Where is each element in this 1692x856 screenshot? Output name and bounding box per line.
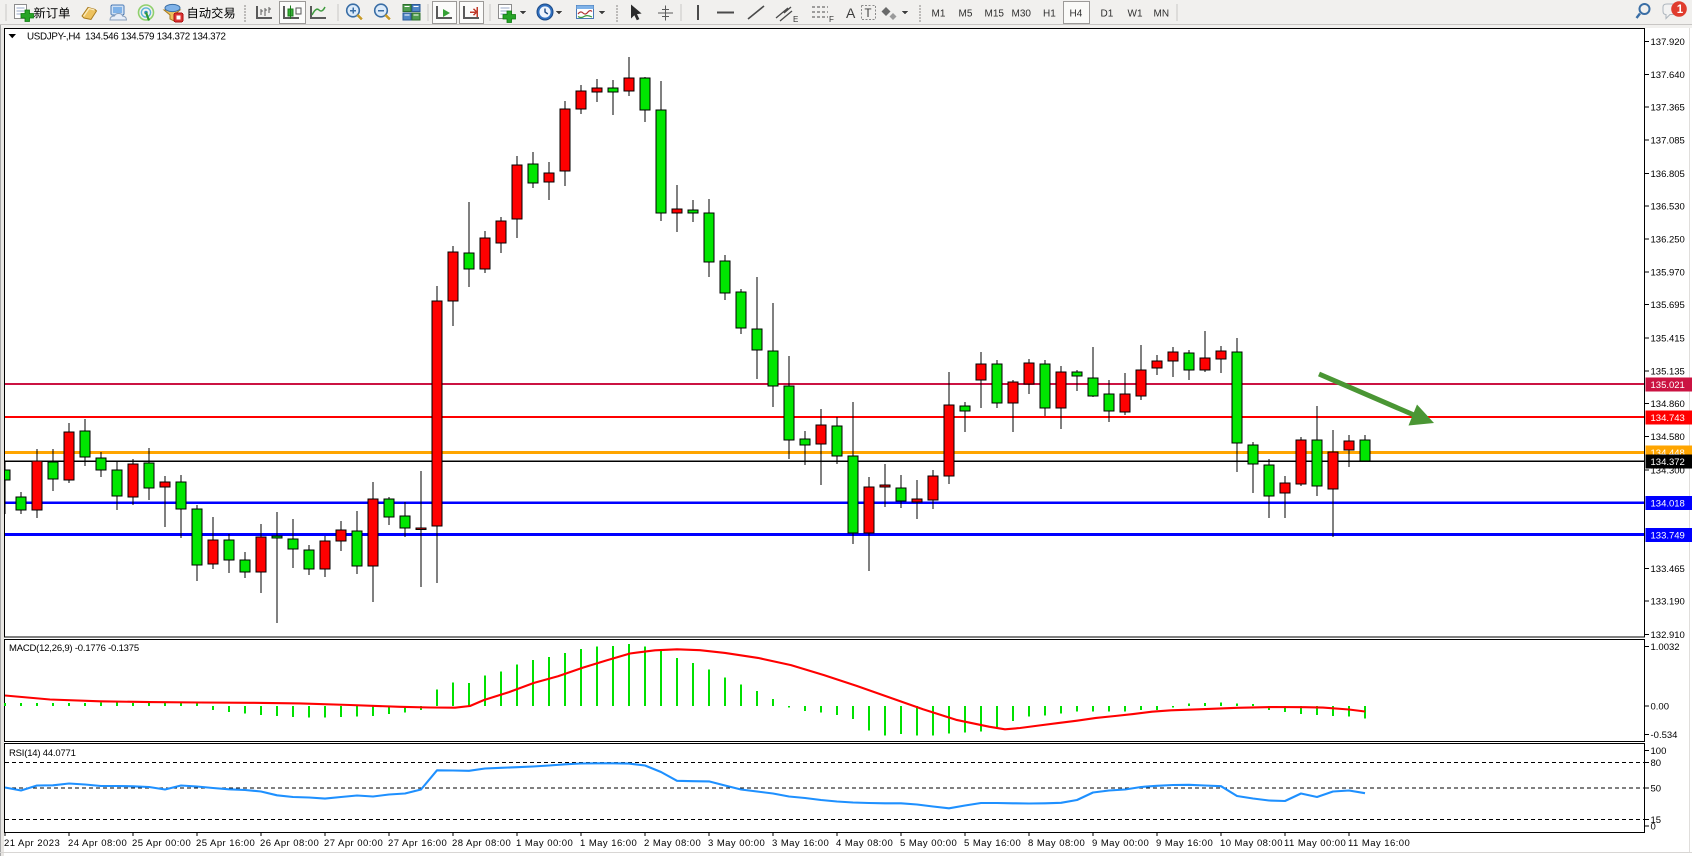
svg-text:MN: MN — [1154, 8, 1170, 19]
svg-text:M30: M30 — [1012, 8, 1032, 19]
svg-text:RSI(14) 44.0771: RSI(14) 44.0771 — [9, 748, 76, 759]
svg-text:T: T — [865, 8, 872, 20]
svg-text:132.910: 132.910 — [1651, 630, 1685, 641]
svg-text:D1: D1 — [1101, 8, 1114, 19]
svg-text:137.920: 137.920 — [1651, 37, 1685, 48]
svg-text:24 Apr 08:00: 24 Apr 08:00 — [68, 838, 127, 849]
svg-text:50: 50 — [1651, 784, 1662, 795]
svg-text:134.580: 134.580 — [1651, 432, 1685, 443]
svg-text:H1: H1 — [1043, 8, 1056, 19]
svg-text:1 May 00:00: 1 May 00:00 — [516, 838, 573, 849]
svg-text:25 Apr 16:00: 25 Apr 16:00 — [196, 838, 255, 849]
svg-text:M15: M15 — [985, 8, 1005, 19]
svg-text:4 May 08:00: 4 May 08:00 — [836, 838, 893, 849]
svg-text:10 May 08:00: 10 May 08:00 — [1220, 838, 1283, 849]
svg-text:134.300: 134.300 — [1651, 465, 1685, 476]
svg-text:1: 1 — [1677, 4, 1684, 16]
svg-text:1.0032: 1.0032 — [1651, 642, 1680, 653]
svg-text:11 May 16:00: 11 May 16:00 — [1348, 838, 1410, 849]
svg-text:-0.534: -0.534 — [1651, 730, 1678, 741]
svg-text:28 Apr 08:00: 28 Apr 08:00 — [452, 838, 511, 849]
svg-text:5 May 16:00: 5 May 16:00 — [964, 838, 1021, 849]
svg-text:USDJPY-,H4 134.546 134.579 13: USDJPY-,H4 134.546 134.579 134.372 134.3… — [27, 31, 226, 42]
svg-text:8 May 08:00: 8 May 08:00 — [1028, 838, 1085, 849]
svg-text:133.749: 133.749 — [1651, 530, 1685, 541]
svg-text:135.415: 135.415 — [1651, 333, 1685, 344]
svg-text:133.465: 133.465 — [1651, 564, 1685, 575]
svg-text:25 Apr 00:00: 25 Apr 00:00 — [132, 838, 191, 849]
svg-text:27 Apr 16:00: 27 Apr 16:00 — [388, 838, 447, 849]
svg-text:80: 80 — [1651, 758, 1662, 769]
svg-text:A: A — [846, 5, 856, 21]
svg-text:135.135: 135.135 — [1651, 366, 1685, 377]
svg-text:M5: M5 — [959, 8, 973, 19]
svg-text:3 May 00:00: 3 May 00:00 — [708, 838, 765, 849]
svg-text:15: 15 — [1651, 815, 1662, 826]
svg-text:137.365: 137.365 — [1651, 103, 1685, 114]
svg-text:9 May 16:00: 9 May 16:00 — [1156, 838, 1213, 849]
svg-text:M1: M1 — [932, 8, 946, 19]
svg-text:135.021: 135.021 — [1651, 380, 1685, 391]
svg-text:5 May 00:00: 5 May 00:00 — [900, 838, 957, 849]
svg-text:MACD(12,26,9) -0.1776 -0.1375: MACD(12,26,9) -0.1776 -0.1375 — [9, 643, 139, 654]
svg-text:2 May 08:00: 2 May 08:00 — [644, 838, 701, 849]
svg-text:136.530: 136.530 — [1651, 201, 1685, 212]
svg-text:1 May 16:00: 1 May 16:00 — [580, 838, 637, 849]
svg-text:W1: W1 — [1128, 8, 1143, 19]
svg-text:136.805: 136.805 — [1651, 169, 1685, 180]
svg-text:137.640: 137.640 — [1651, 70, 1685, 81]
svg-text:136.250: 136.250 — [1651, 235, 1685, 246]
svg-text:26 Apr 08:00: 26 Apr 08:00 — [260, 838, 319, 849]
svg-text:100: 100 — [1651, 746, 1667, 757]
svg-text:137.085: 137.085 — [1651, 136, 1685, 147]
svg-text:9 May 00:00: 9 May 00:00 — [1092, 838, 1149, 849]
svg-text:134.743: 134.743 — [1651, 413, 1685, 424]
svg-text:21 Apr 2023: 21 Apr 2023 — [4, 838, 60, 849]
svg-text:3 May 16:00: 3 May 16:00 — [772, 838, 829, 849]
svg-text:133.190: 133.190 — [1651, 597, 1685, 608]
svg-text:134.448: 134.448 — [1651, 448, 1685, 459]
svg-text:134.860: 134.860 — [1651, 399, 1685, 410]
svg-text:F: F — [829, 15, 834, 24]
svg-text:0: 0 — [1651, 821, 1656, 832]
svg-text:H4: H4 — [1070, 8, 1083, 19]
svg-text:134.372: 134.372 — [1651, 457, 1685, 468]
svg-text:27 Apr 00:00: 27 Apr 00:00 — [324, 838, 383, 849]
svg-text:E: E — [793, 15, 798, 24]
svg-text:135.695: 135.695 — [1651, 300, 1685, 311]
svg-text:135.970: 135.970 — [1651, 268, 1685, 279]
svg-text:0.00: 0.00 — [1651, 702, 1670, 713]
svg-text:11 May 00:00: 11 May 00:00 — [1284, 838, 1346, 849]
svg-text:134.018: 134.018 — [1651, 499, 1685, 510]
